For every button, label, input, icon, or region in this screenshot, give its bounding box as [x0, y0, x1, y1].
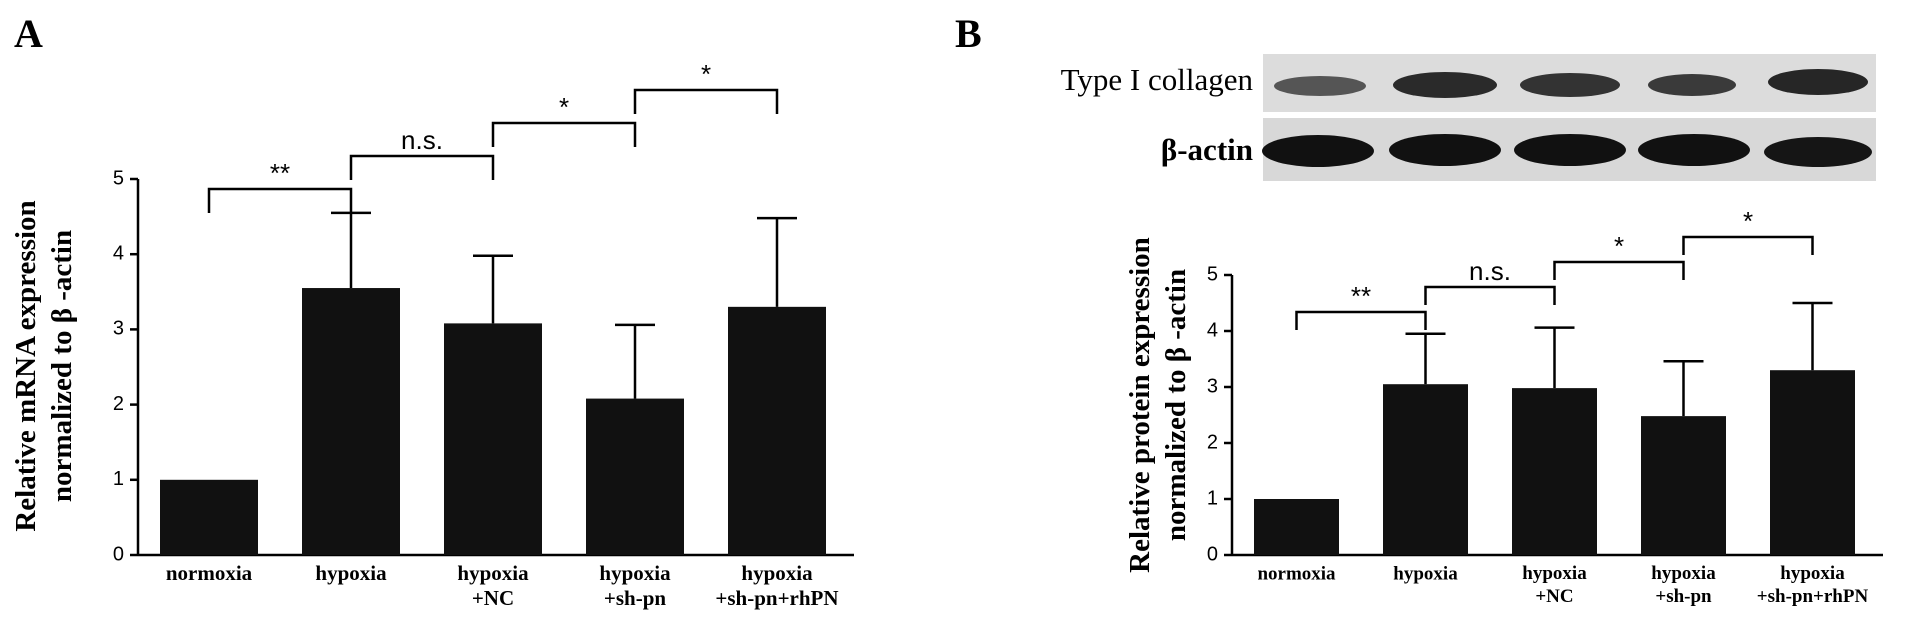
significance-bracket [1682, 235, 1814, 255]
y-tick-label: 1 [1207, 487, 1218, 509]
significance-label: ** [270, 158, 290, 188]
significance-bracket [1553, 260, 1685, 280]
bar [1512, 388, 1597, 555]
y-tick-label: 5 [113, 167, 124, 189]
y-axis-label: Relative protein expression normalized to… [1124, 237, 1192, 573]
significance-bracket [1295, 310, 1427, 330]
x-tick-label: hypoxia +sh-pn [1651, 563, 1716, 607]
bar [586, 398, 684, 555]
western-blot [1262, 54, 1876, 181]
y-tick-label: 3 [1207, 375, 1218, 397]
significance-label: n.s. [1469, 256, 1511, 286]
significance-label: ** [1351, 281, 1371, 311]
significance-label: * [701, 59, 711, 89]
panel-label: A [14, 11, 43, 56]
x-tick-label: hypoxia +NC [1522, 563, 1587, 607]
significance-bracket [633, 88, 779, 114]
bar [1254, 499, 1339, 555]
y-tick-label: 2 [113, 393, 124, 415]
y-tick-label: 5 [1207, 263, 1218, 285]
significance-label: * [1743, 206, 1753, 236]
y-tick-label: 4 [113, 242, 124, 264]
x-tick-label: hypoxia [315, 561, 387, 585]
x-tick-label: hypoxia +sh-pn [599, 561, 671, 610]
bar [1770, 370, 1855, 555]
y-tick-label: 4 [1207, 319, 1218, 341]
panel-label: B [955, 11, 982, 56]
significance-bracket [491, 121, 637, 147]
x-tick-label: hypoxia +NC [457, 561, 529, 610]
blot-label: Type I collagen [1061, 62, 1254, 97]
y-tick-label: 2 [1207, 431, 1218, 453]
bar [1383, 384, 1468, 555]
y-axis-label: Relative mRNA expression normalized to β … [10, 200, 78, 531]
significance-label: n.s. [401, 125, 443, 155]
significance-bracket [207, 187, 353, 213]
significance-bracket [349, 154, 495, 180]
bar [444, 323, 542, 555]
x-tick-label: normoxia [166, 561, 253, 585]
x-tick-label: normoxia [1257, 563, 1336, 584]
significance-label: * [559, 92, 569, 122]
y-tick-label: 1 [113, 468, 124, 490]
blot-label: β-actin [1161, 132, 1253, 167]
significance-label: * [1614, 231, 1624, 261]
y-tick-label: 3 [113, 318, 124, 340]
x-tick-label: hypoxia [1393, 563, 1458, 584]
bar [302, 288, 400, 555]
x-tick-label: hypoxia +sh-pn+rhPN [715, 561, 838, 610]
x-tick-label: hypoxia +sh-pn+rhPN [1757, 563, 1869, 607]
bar [1641, 416, 1726, 555]
y-tick-label: 0 [113, 543, 124, 565]
bar [728, 306, 826, 555]
significance-bracket [1424, 285, 1556, 305]
y-tick-label: 0 [1207, 543, 1218, 565]
bar [160, 479, 258, 555]
